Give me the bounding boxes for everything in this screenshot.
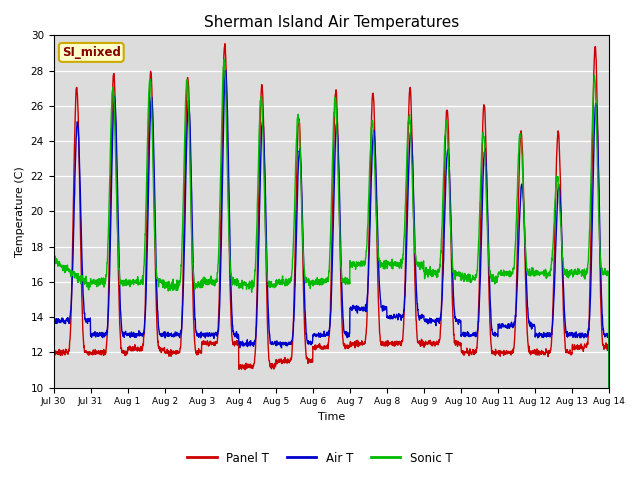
Panel T bbox=[360, 340, 367, 346]
Panel T bbox=[221, 41, 228, 47]
Panel T bbox=[50, 347, 58, 353]
Air T bbox=[50, 316, 58, 322]
Panel T bbox=[205, 343, 212, 349]
Air T bbox=[572, 332, 579, 338]
Legend: Panel T, Air T, Sonic T: Panel T, Air T, Sonic T bbox=[182, 447, 458, 469]
Air T bbox=[348, 305, 355, 311]
Air T bbox=[556, 195, 564, 201]
Air T bbox=[222, 67, 230, 73]
Panel T bbox=[348, 342, 355, 348]
Sonic T bbox=[50, 259, 58, 264]
Air T bbox=[360, 304, 367, 310]
Air T bbox=[205, 332, 212, 338]
Sonic T bbox=[556, 210, 564, 216]
Panel T bbox=[556, 170, 564, 176]
Sonic T bbox=[572, 271, 579, 276]
Sonic T bbox=[348, 260, 355, 266]
X-axis label: Time: Time bbox=[317, 412, 345, 422]
Text: SI_mixed: SI_mixed bbox=[62, 46, 121, 59]
Sonic T bbox=[220, 57, 228, 62]
Line: Panel T: Panel T bbox=[54, 44, 609, 480]
Line: Air T: Air T bbox=[54, 70, 609, 480]
Title: Sherman Island Air Temperatures: Sherman Island Air Temperatures bbox=[204, 15, 459, 30]
Panel T bbox=[572, 344, 579, 349]
Sonic T bbox=[493, 279, 500, 285]
Panel T bbox=[493, 350, 500, 356]
Y-axis label: Temperature (C): Temperature (C) bbox=[15, 166, 25, 257]
Sonic T bbox=[205, 277, 212, 283]
Sonic T bbox=[360, 262, 367, 267]
Line: Sonic T: Sonic T bbox=[54, 60, 609, 480]
Air T bbox=[493, 332, 500, 337]
